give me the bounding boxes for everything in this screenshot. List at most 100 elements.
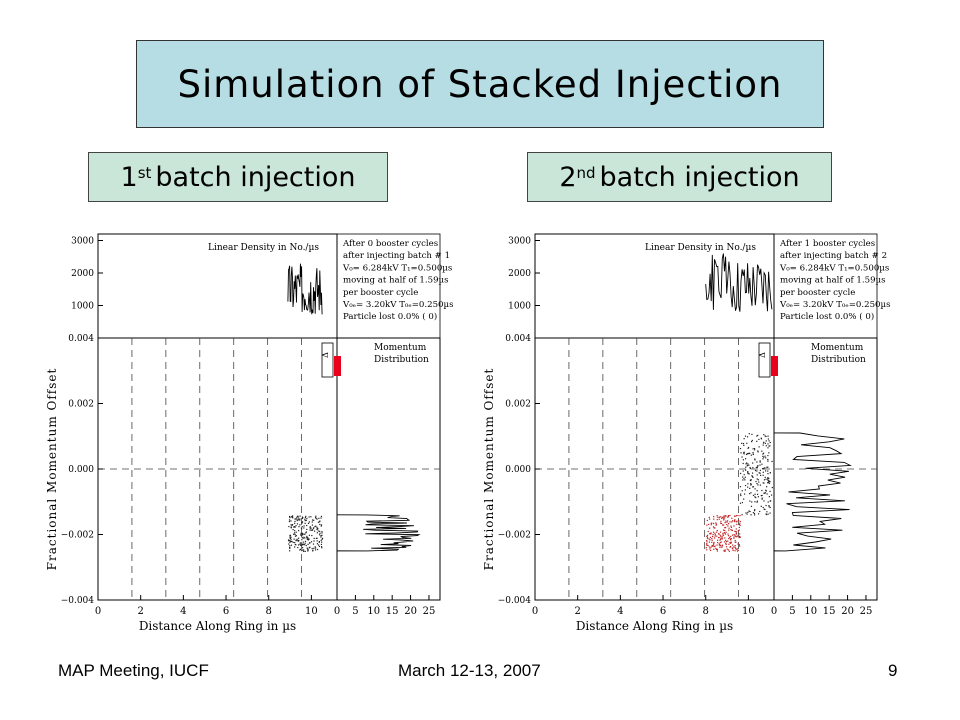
particle-point [757, 451, 759, 453]
particle-point [735, 535, 737, 537]
particle-point [301, 521, 304, 523]
particle-point [744, 435, 747, 437]
particle-point [718, 533, 720, 535]
particle-point [737, 543, 739, 545]
particle-point [725, 520, 727, 522]
particle-point [289, 545, 291, 547]
particle-point [757, 450, 759, 452]
y-tick-label: −0.002 [61, 531, 94, 541]
particle-point [304, 517, 307, 519]
particle-point [289, 539, 291, 542]
particle-point [726, 516, 729, 518]
particle-point [721, 517, 723, 520]
particle-point [730, 535, 732, 537]
particle-point [761, 463, 763, 465]
particle-point [294, 522, 296, 524]
particle-point [317, 527, 319, 529]
particle-point [726, 521, 728, 523]
particle-point [712, 522, 715, 525]
particle-point [757, 434, 759, 437]
particle-point [720, 541, 722, 543]
particle-point [300, 532, 302, 535]
particle-point [745, 462, 748, 464]
info-line: after injecting batch # 1 [343, 251, 450, 261]
particle-point [747, 452, 749, 455]
particle-point [706, 544, 708, 546]
particle-point [715, 522, 717, 524]
particle-point [761, 498, 763, 500]
particle-point [750, 484, 752, 486]
particle-point [724, 527, 726, 529]
particle-point [709, 539, 711, 541]
particle-point [767, 466, 769, 468]
particle-point [315, 515, 317, 517]
particle-point [290, 516, 292, 518]
particle-point [767, 470, 769, 472]
momentum-tick-label: 25 [860, 606, 873, 617]
info-line: V₀ₑ= 3.20kV T₀ₑ=0.250µs [779, 300, 891, 310]
particle-point [710, 546, 712, 548]
particle-point [742, 479, 744, 481]
x-tick-label: 6 [660, 606, 666, 617]
particle-point [763, 500, 765, 502]
particle-point [719, 542, 721, 544]
particle-point [762, 458, 764, 460]
particle-point [765, 445, 767, 447]
particle-point [302, 547, 304, 549]
particle-point [708, 516, 710, 519]
particle-point [713, 548, 715, 550]
particle-point [709, 527, 711, 529]
particle-point [755, 496, 757, 499]
momentum-tick-label: 10 [367, 606, 380, 617]
particle-point [758, 481, 760, 483]
particle-point [751, 475, 753, 477]
particle-point [739, 493, 742, 495]
particle-point [706, 536, 709, 538]
particle-point [751, 476, 754, 478]
particle-point [757, 484, 759, 486]
particle-point [743, 453, 745, 455]
density-tick-label: 2000 [71, 269, 94, 279]
particle-point [721, 545, 723, 547]
particle-point [764, 470, 767, 472]
particle-point [762, 452, 765, 454]
batch1-superscript: st [137, 164, 152, 182]
x-tick-label: 4 [180, 606, 186, 617]
particle-point [733, 537, 735, 539]
particle-point [296, 519, 298, 522]
particle-point [746, 442, 748, 444]
y-tick-label: −0.004 [61, 596, 95, 606]
particle-point [713, 537, 716, 539]
particle-point [722, 529, 725, 531]
particle-point [729, 521, 731, 523]
info-line: After 1 booster cycles [779, 239, 875, 249]
particle-point [309, 542, 311, 544]
particle-point [708, 523, 710, 525]
particle-point [736, 550, 739, 552]
particle-point [736, 523, 738, 525]
particle-point [722, 517, 724, 519]
particle-point [762, 468, 764, 470]
particle-point [722, 532, 724, 534]
density-tick-label: 1000 [508, 302, 531, 312]
particle-point [319, 523, 321, 526]
particle-point [316, 537, 318, 539]
particle-point [719, 538, 722, 540]
particle-point [307, 522, 310, 524]
particle-point [314, 530, 316, 532]
particle-point [296, 516, 298, 518]
particle-point [713, 518, 715, 520]
particle-point [303, 550, 305, 553]
particle-point [751, 439, 753, 442]
momentum-tick-label: 20 [841, 606, 854, 617]
particle-point [304, 537, 306, 539]
particle-point [757, 479, 759, 481]
particle-point [760, 437, 762, 439]
particle-point [301, 539, 303, 541]
particle-point [739, 545, 741, 547]
particle-point [743, 493, 746, 495]
x-tick-label: 10 [305, 606, 318, 617]
particle-point [291, 524, 293, 527]
density-tick-label: 3000 [71, 237, 94, 247]
particle-point [731, 517, 733, 519]
